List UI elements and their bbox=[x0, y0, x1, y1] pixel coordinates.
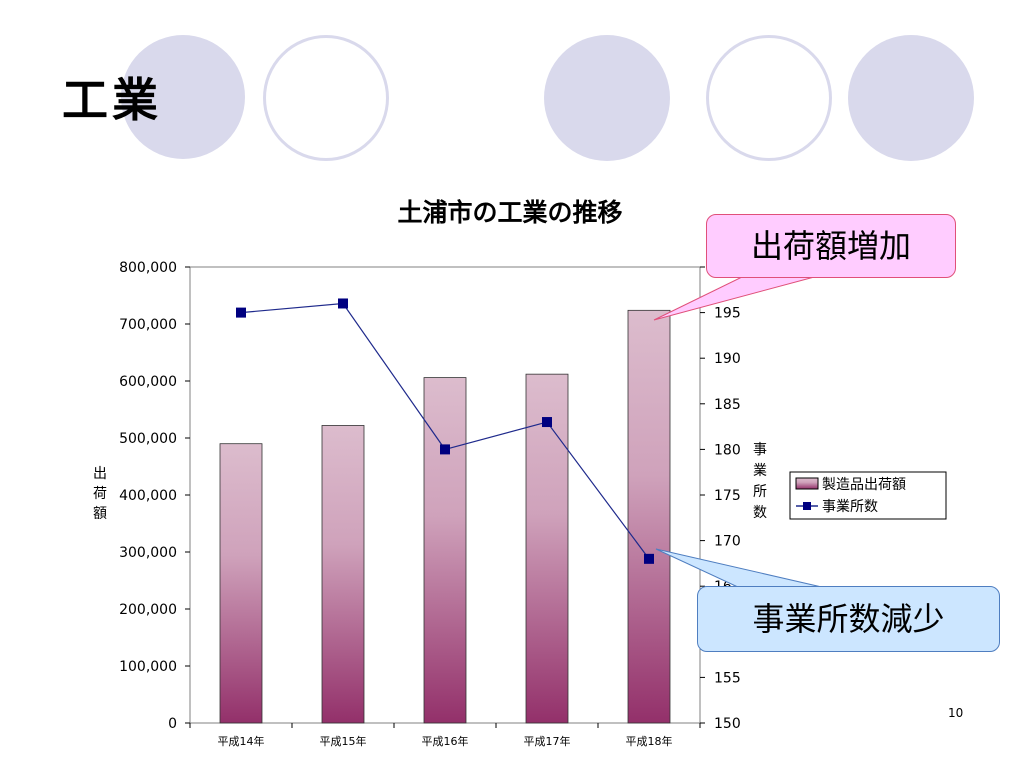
bar-1 bbox=[219, 443, 263, 724]
y2-axis-label-char: 業 bbox=[753, 463, 767, 479]
x-tick-label: 平成15年 bbox=[320, 734, 367, 748]
line-marker-2 bbox=[338, 298, 348, 309]
left-tick-label: 800,000 bbox=[119, 260, 177, 276]
y2-axis-label-char: 数 bbox=[753, 505, 767, 521]
line-marker-3 bbox=[440, 444, 450, 455]
decor-circle-1 bbox=[121, 35, 245, 159]
legend-line-label: 事業所数 bbox=[822, 499, 878, 515]
x-tick-label: 平成17年 bbox=[524, 734, 571, 748]
decor-ring-2 bbox=[706, 35, 832, 161]
legend: 製造品出荷額 事業所数 bbox=[789, 471, 947, 520]
right-tick-label: 185 bbox=[714, 397, 741, 413]
callout-down-pointer bbox=[655, 548, 827, 589]
left-tick-label: 0 bbox=[168, 716, 177, 732]
right-tick-label: 180 bbox=[714, 442, 741, 458]
bar-5 bbox=[627, 309, 671, 724]
callout-decrease: 事業所数減少 bbox=[697, 586, 1000, 652]
x-tick-label: 平成16年 bbox=[422, 734, 469, 748]
decor-circle-3 bbox=[848, 35, 974, 161]
left-tick-label: 500,000 bbox=[119, 431, 177, 447]
y2-axis-label-char: 所 bbox=[753, 484, 767, 500]
left-tick-label: 700,000 bbox=[119, 317, 177, 333]
legend-bar-swatch bbox=[795, 477, 819, 490]
right-tick-label: 170 bbox=[714, 534, 741, 550]
line-marker-4 bbox=[542, 417, 552, 428]
right-tick-label: 155 bbox=[714, 670, 741, 686]
chart-title: 土浦市の工業の推移 bbox=[397, 198, 623, 227]
y-axis-label-char: 出 bbox=[93, 466, 107, 482]
legend-line-marker bbox=[803, 502, 811, 510]
left-tick-label: 400,000 bbox=[119, 488, 177, 504]
bar-4 bbox=[525, 373, 569, 724]
callout-increase: 出荷額増加 bbox=[706, 214, 956, 278]
left-tick-label: 300,000 bbox=[119, 545, 177, 561]
bar-2 bbox=[321, 425, 365, 724]
y-axis-label-char: 額 bbox=[93, 506, 107, 522]
right-tick-label: 175 bbox=[714, 488, 741, 504]
x-tick-label: 平成14年 bbox=[218, 734, 265, 748]
y2-axis-label-char: 事 bbox=[753, 442, 767, 458]
decor-circle-2 bbox=[544, 35, 670, 161]
left-tick-label: 100,000 bbox=[119, 659, 177, 675]
slide-title: 工業 bbox=[62, 73, 162, 127]
bar-3 bbox=[423, 377, 467, 724]
left-tick-label: 200,000 bbox=[119, 602, 177, 618]
line-marker-1 bbox=[236, 307, 246, 318]
right-tick-label: 195 bbox=[714, 306, 741, 322]
page-number: 10 bbox=[948, 706, 964, 720]
x-tick-label: 平成18年 bbox=[626, 734, 673, 748]
legend-bar-label: 製造品出荷額 bbox=[822, 477, 906, 493]
left-tick-label: 600,000 bbox=[119, 374, 177, 390]
right-tick-label: 150 bbox=[714, 716, 741, 732]
line-marker-5 bbox=[644, 553, 654, 564]
decor-ring-1 bbox=[263, 35, 389, 161]
right-tick-label: 190 bbox=[714, 351, 741, 367]
y-axis-label-char: 荷 bbox=[93, 486, 107, 502]
